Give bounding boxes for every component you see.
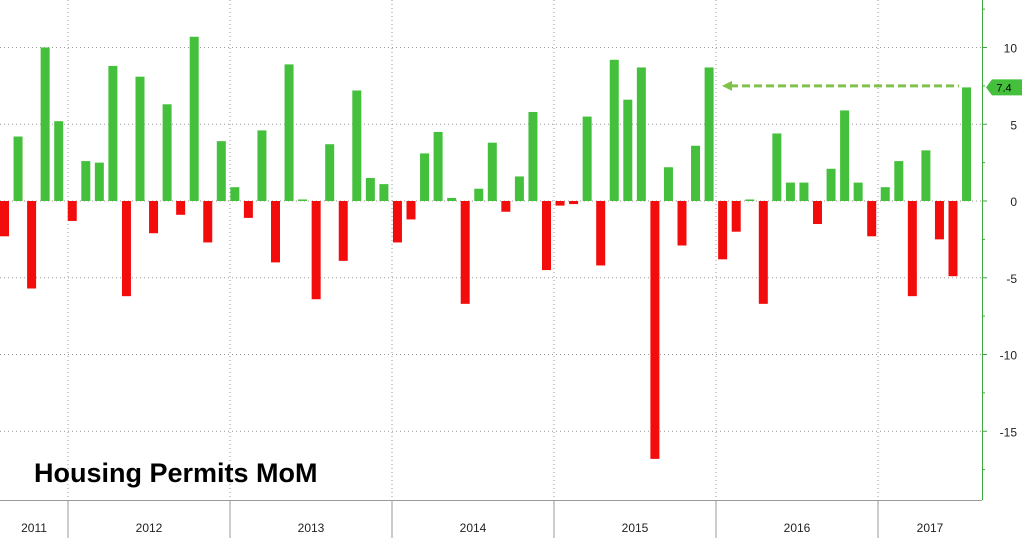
bar: [13, 136, 23, 201]
bar: [867, 201, 877, 237]
bar: [799, 182, 809, 201]
bar: [243, 201, 253, 218]
bar: [650, 201, 660, 459]
bar: [501, 201, 511, 212]
bar: [718, 201, 728, 260]
y-tick-label: -15: [1000, 425, 1018, 439]
x-year-label: 2016: [784, 521, 811, 535]
gridlines: [0, 47, 982, 432]
bar: [257, 130, 267, 201]
bar: [54, 121, 64, 201]
bar: [785, 182, 795, 201]
chart-title: Housing Permits MoM: [34, 458, 318, 488]
y-axis: 10 5 0 -5 -10 -15: [982, 0, 1017, 500]
bar: [230, 187, 240, 201]
bar: [555, 201, 565, 206]
bar: [731, 201, 741, 232]
bar: [691, 145, 701, 201]
y-tick-label: 0: [1010, 195, 1017, 209]
bar: [609, 59, 619, 201]
bar: [420, 153, 430, 201]
bar: [433, 131, 443, 201]
bar: [758, 201, 768, 304]
bar: [203, 201, 213, 243]
last-value-badge: [986, 79, 1022, 96]
last-value-label: 7.4: [996, 82, 1011, 94]
bar: [27, 201, 37, 289]
bar: [487, 142, 497, 201]
bar: [271, 201, 280, 263]
bar: [514, 176, 524, 201]
bar: [365, 177, 375, 201]
bar: [447, 197, 457, 201]
bar: [189, 36, 199, 201]
bar: [948, 201, 958, 277]
x-year-label: 2011: [21, 521, 47, 535]
bar: [921, 150, 931, 201]
bar: [704, 67, 714, 201]
arrow-head: [722, 80, 732, 91]
y-tick-label: -10: [1000, 349, 1018, 363]
bar: [962, 87, 972, 201]
bar: [135, 76, 145, 201]
bar: [853, 182, 863, 201]
bar: [176, 201, 186, 215]
bar: [108, 65, 118, 201]
bar: [907, 201, 917, 297]
bar: [284, 64, 294, 201]
bar: [338, 201, 348, 261]
y-tick-label: 10: [1004, 42, 1018, 56]
bar: [623, 99, 633, 201]
x-year-label: 2015: [622, 521, 649, 535]
bar: [813, 201, 822, 225]
bar: [379, 184, 389, 201]
x-year-label: 2014: [460, 521, 487, 535]
x-year-label: 2013: [298, 521, 325, 535]
bar: [582, 116, 592, 201]
bar: [636, 67, 646, 201]
bar: [40, 47, 50, 201]
bar: [392, 201, 402, 243]
x-year-label: 2017: [917, 521, 944, 535]
bar: [569, 201, 579, 205]
bar: [677, 201, 687, 246]
bar: [894, 161, 904, 201]
bar: [352, 90, 362, 201]
bar: [94, 162, 104, 201]
bar: [311, 201, 321, 300]
bar: [216, 141, 226, 201]
bar: [325, 144, 335, 201]
bar: [528, 111, 538, 201]
bar: [121, 201, 131, 297]
bar: [474, 188, 484, 201]
bar: [460, 201, 470, 304]
x-year-label: 2012: [136, 521, 163, 535]
bar: [149, 201, 159, 234]
bar: [840, 110, 850, 201]
bar: [596, 201, 606, 266]
year-separators: [67, 0, 879, 500]
bar: [67, 201, 77, 221]
bar: [81, 161, 91, 201]
bar: [880, 187, 890, 201]
latest-value-annotation: 7.4: [722, 79, 1022, 96]
bar: [542, 201, 551, 271]
bar: [298, 199, 308, 201]
bar: [406, 201, 416, 220]
y-tick-label: -5: [1006, 272, 1017, 286]
bar: [745, 199, 755, 201]
y-tick-label: 5: [1010, 118, 1017, 132]
bar: [0, 201, 9, 237]
bar: [663, 167, 673, 201]
bar: [934, 201, 944, 240]
bar: [772, 133, 782, 201]
bar: [162, 104, 172, 201]
x-axis: 2011 2012 2013 2014 2015 2016 2017: [0, 500, 982, 538]
bars: [0, 36, 972, 459]
bar: [826, 168, 836, 201]
